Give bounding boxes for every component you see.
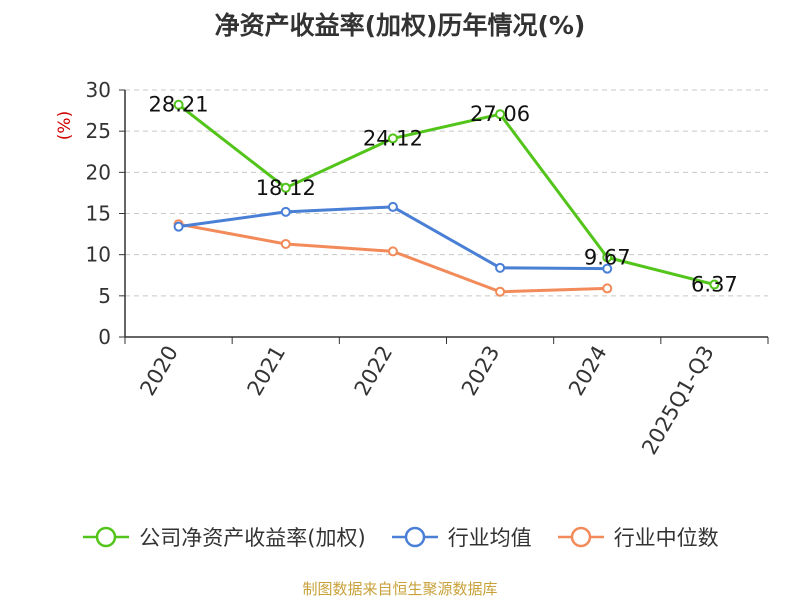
- data-label: 18.12: [256, 176, 316, 200]
- data-point: [173, 221, 184, 232]
- data-label: 27.06: [470, 102, 530, 126]
- legend-swatch-icon: [391, 526, 438, 548]
- y-tick-label: 5: [98, 284, 111, 308]
- legend-item[interactable]: 行业均值: [390, 522, 532, 552]
- data-point: [280, 238, 291, 249]
- y-tick-label: 10: [86, 243, 111, 267]
- data-label: 9.67: [584, 245, 631, 269]
- y-tick-label: 25: [86, 119, 111, 143]
- x-tick-label: 2023: [457, 342, 505, 400]
- legend-label: 行业中位数: [613, 526, 719, 550]
- data-label: 6.37: [691, 273, 738, 297]
- chart-title: 净资产收益率(加权)历年情况(%): [214, 11, 586, 40]
- data-point: [495, 262, 506, 273]
- data-point: [387, 246, 398, 257]
- legend-swatch-icon: [83, 526, 130, 548]
- y-tick-label: 30: [86, 78, 111, 102]
- series-line: [178, 222, 608, 294]
- x-tick-label: 2024: [564, 342, 612, 400]
- legend-swatch-icon: [557, 526, 604, 548]
- legend-label: 行业均值: [447, 526, 532, 550]
- data-point: [280, 206, 291, 217]
- data-source-note: 制图数据来自恒生聚源数据库: [302, 580, 498, 598]
- data-label: 24.12: [363, 126, 423, 150]
- y-axis-label: (%): [55, 111, 75, 140]
- data-point: [387, 201, 398, 212]
- series-line: [178, 205, 608, 271]
- chart-legend: 公司净资产收益率(加权) 行业均值 行业中位数: [0, 519, 800, 555]
- data-point: [602, 283, 613, 294]
- data-point: [387, 133, 398, 144]
- data-point: [602, 252, 613, 263]
- y-tick-label: 15: [86, 202, 111, 226]
- data-label: 28.21: [149, 93, 209, 117]
- data-point: [602, 263, 613, 274]
- x-tick-label: 2025Q1-Q3: [637, 342, 719, 459]
- series-line: [177, 103, 715, 287]
- y-tick-label: 20: [86, 160, 111, 184]
- data-point: [495, 286, 506, 297]
- y-tick-label: 0: [98, 325, 111, 349]
- legend-item[interactable]: 公司净资产收益率(加权): [81, 522, 366, 552]
- data-point: [280, 182, 291, 193]
- x-tick-label: 2021: [243, 342, 291, 400]
- legend-item[interactable]: 行业中位数: [556, 522, 719, 552]
- legend-label: 公司净资产收益率(加权): [139, 526, 366, 550]
- x-tick-label: 2020: [135, 342, 183, 400]
- data-point: [173, 99, 184, 110]
- data-point: [709, 279, 720, 290]
- data-point: [495, 109, 506, 120]
- x-tick-label: 2022: [350, 342, 398, 400]
